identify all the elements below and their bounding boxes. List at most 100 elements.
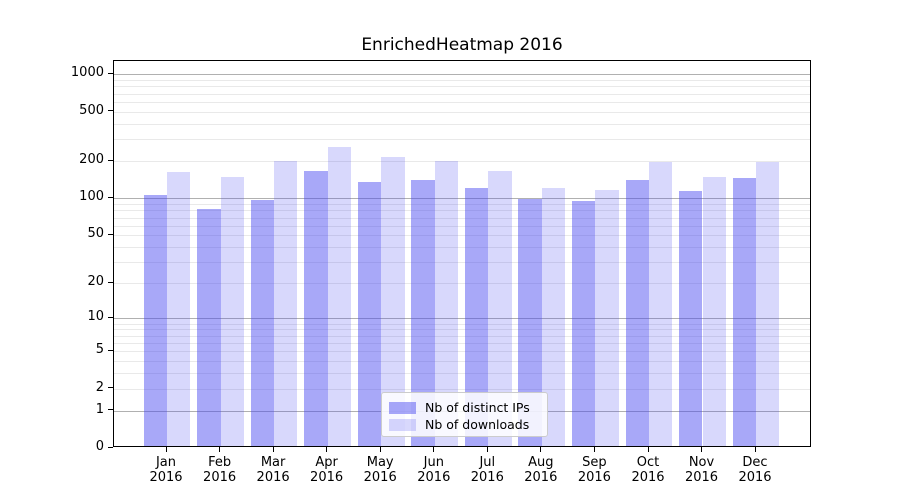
x-tick-year: 2016 <box>363 470 397 485</box>
x-tick-mark <box>754 447 756 452</box>
minor-gridline <box>114 329 810 331</box>
x-tick-label: Mar 2016 <box>243 455 303 485</box>
y-tick-mark <box>108 446 113 448</box>
x-tick-mark <box>219 447 221 452</box>
minor-gridline <box>114 93 810 95</box>
y-tick-mark <box>108 281 113 283</box>
bar-downloads <box>702 176 726 446</box>
x-tick-mark <box>379 447 381 452</box>
minor-gridline <box>114 210 810 212</box>
y-tick-mark <box>108 387 113 389</box>
y-tick-mark <box>108 110 113 112</box>
x-tick-label: Feb 2016 <box>190 455 250 485</box>
bar-downloads <box>541 188 566 446</box>
y-tick-label: 200 <box>79 152 104 168</box>
x-tick-year: 2016 <box>417 470 451 485</box>
legend-label: Nb of downloads <box>425 417 530 432</box>
bar-downloads <box>649 162 673 446</box>
x-tick-label: Nov 2016 <box>672 455 732 485</box>
minor-gridline <box>114 342 810 344</box>
x-tick-label: Dec 2016 <box>725 455 785 485</box>
bar-downloads <box>274 161 298 446</box>
y-tick-label: 1 <box>95 401 104 417</box>
x-tick-label: Jun 2016 <box>404 455 464 485</box>
x-tick-year: 2016 <box>524 470 558 485</box>
bar-downloads <box>434 161 459 446</box>
y-tick-mark <box>108 72 113 74</box>
y-tick-mark <box>108 316 113 318</box>
minor-gridline <box>114 323 810 325</box>
x-tick-month: Mar <box>260 455 286 470</box>
x-tick-year: 2016 <box>256 470 290 485</box>
x-tick-mark <box>593 447 595 452</box>
minor-gridline <box>114 262 810 264</box>
x-tick-mark <box>647 447 649 452</box>
minor-gridline <box>114 373 810 374</box>
minor-gridline <box>114 225 810 227</box>
x-tick-year: 2016 <box>310 470 344 485</box>
bar-distinct-ips <box>464 188 489 446</box>
bar-distinct-ips <box>411 179 435 446</box>
bar-downloads <box>220 176 244 446</box>
bar-downloads <box>756 161 780 446</box>
minor-gridline <box>114 101 810 103</box>
y-tick-mark <box>108 159 113 161</box>
bar-distinct-ips <box>357 181 382 446</box>
x-tick-label: May 2016 <box>350 455 410 485</box>
legend: Nb of distinct IPs Nb of downloads <box>381 392 548 437</box>
minor-gridline <box>114 388 810 390</box>
x-tick-mark <box>272 447 274 452</box>
x-tick-month: Nov <box>688 455 715 470</box>
y-tick-label: 2 <box>95 379 104 395</box>
minor-gridline <box>114 111 810 113</box>
legend-swatch <box>389 418 416 431</box>
major-gridline <box>114 318 810 320</box>
chart-title: EnrichedHeatmap 2016 <box>361 35 563 55</box>
minor-gridline <box>114 161 810 163</box>
bar-downloads <box>167 171 191 446</box>
x-tick-year: 2016 <box>577 470 611 485</box>
major-gridline <box>114 198 810 200</box>
y-tick-mark <box>108 349 113 351</box>
x-tick-mark <box>165 447 167 452</box>
x-tick-mark <box>701 447 702 452</box>
legend-swatch <box>389 401 416 414</box>
bar-downloads <box>488 171 512 446</box>
bar-distinct-ips <box>518 199 542 446</box>
y-tick-label: 10 <box>87 309 104 325</box>
x-tick-label: Sep 2016 <box>564 455 624 485</box>
x-tick-year: 2016 <box>684 470 719 485</box>
legend-label: Nb of distinct IPs <box>425 400 530 415</box>
bar-distinct-ips <box>572 201 596 446</box>
minor-gridline <box>114 139 810 141</box>
minor-gridline <box>114 235 810 237</box>
y-tick-label: 5 <box>95 342 104 358</box>
x-tick-month: Sep <box>582 455 607 470</box>
y-tick-label: 1000 <box>70 65 104 81</box>
y-tick-mark <box>108 233 113 235</box>
bar-distinct-ips <box>625 179 649 446</box>
y-tick-label: 500 <box>79 102 104 118</box>
bar-distinct-ips <box>143 194 167 446</box>
y-tick-label: 100 <box>79 189 104 205</box>
minor-gridline <box>114 335 810 337</box>
legend-item: Nb of downloads <box>389 416 539 433</box>
x-tick-month: Jul <box>479 455 496 470</box>
y-tick-label: 20 <box>87 274 104 290</box>
bar-downloads <box>327 146 351 446</box>
x-tick-year: 2016 <box>470 470 504 485</box>
x-tick-month: Oct <box>636 455 660 470</box>
x-tick-month: Jan <box>155 455 177 470</box>
x-tick-mark <box>486 447 488 452</box>
minor-gridline <box>114 86 810 88</box>
x-tick-mark <box>433 447 435 452</box>
bar-distinct-ips <box>679 190 703 446</box>
x-tick-label: Apr 2016 <box>297 455 357 485</box>
minor-gridline <box>114 247 810 249</box>
x-tick-label: Jan 2016 <box>136 455 196 485</box>
x-tick-month: Jun <box>423 455 444 470</box>
x-tick-year: 2016 <box>149 470 183 485</box>
x-tick-month: Dec <box>742 455 768 470</box>
y-tick-mark <box>108 409 113 410</box>
